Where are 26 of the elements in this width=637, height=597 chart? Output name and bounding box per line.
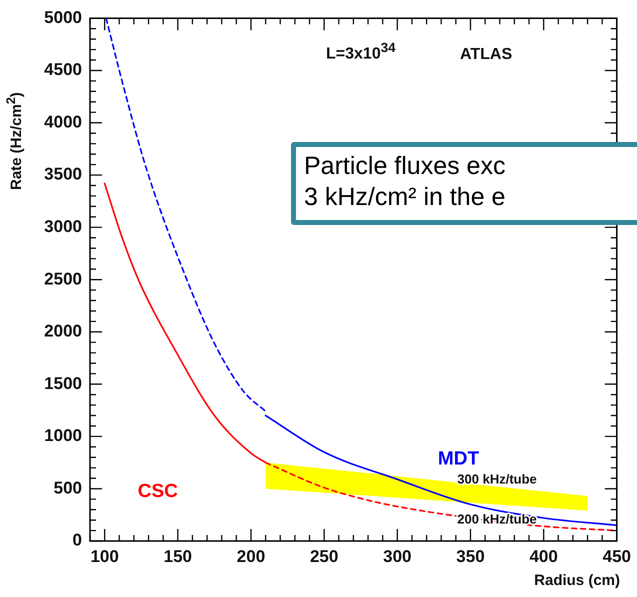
y-tick-label: 1500 <box>44 374 82 393</box>
x-tick-label: 100 <box>90 546 119 566</box>
annotation: L=3x10$^{34}$ <box>326 40 396 64</box>
x-tick-label: 150 <box>164 546 192 566</box>
y-tick-label: 4500 <box>44 60 82 80</box>
x-tick-label: 250 <box>310 546 338 566</box>
series-label: MDT <box>438 448 480 470</box>
x-tick-label: 300 <box>383 546 412 566</box>
x-tick-label: 450 <box>602 546 632 566</box>
y-tick-label: 1000 <box>44 426 82 446</box>
y-tick-label: 2500 <box>44 269 82 288</box>
y-tick-label: 2000 <box>44 322 82 341</box>
x-tick-label: 400 <box>529 546 558 566</box>
y-tick-label: 4000 <box>44 112 82 132</box>
y-tick-label: 500 <box>54 478 82 498</box>
y-tick-label: 5000 <box>44 8 82 27</box>
annotation: 300 kHz/tube <box>457 471 537 486</box>
x-tick-label: 350 <box>456 546 485 566</box>
y-tick-label: 3000 <box>44 217 82 236</box>
x-tick-label: 200 <box>236 546 266 566</box>
text: CSC <box>138 481 178 502</box>
annotation: ATLAS <box>460 46 512 64</box>
y-tick-label: 0 <box>72 530 82 550</box>
y-tick-label: 3500 <box>44 164 82 184</box>
text-box: Particle fluxes exc 3 kHz/cm² in the e <box>291 142 637 224</box>
x-axis-title: Radius (cm) <box>534 572 620 589</box>
